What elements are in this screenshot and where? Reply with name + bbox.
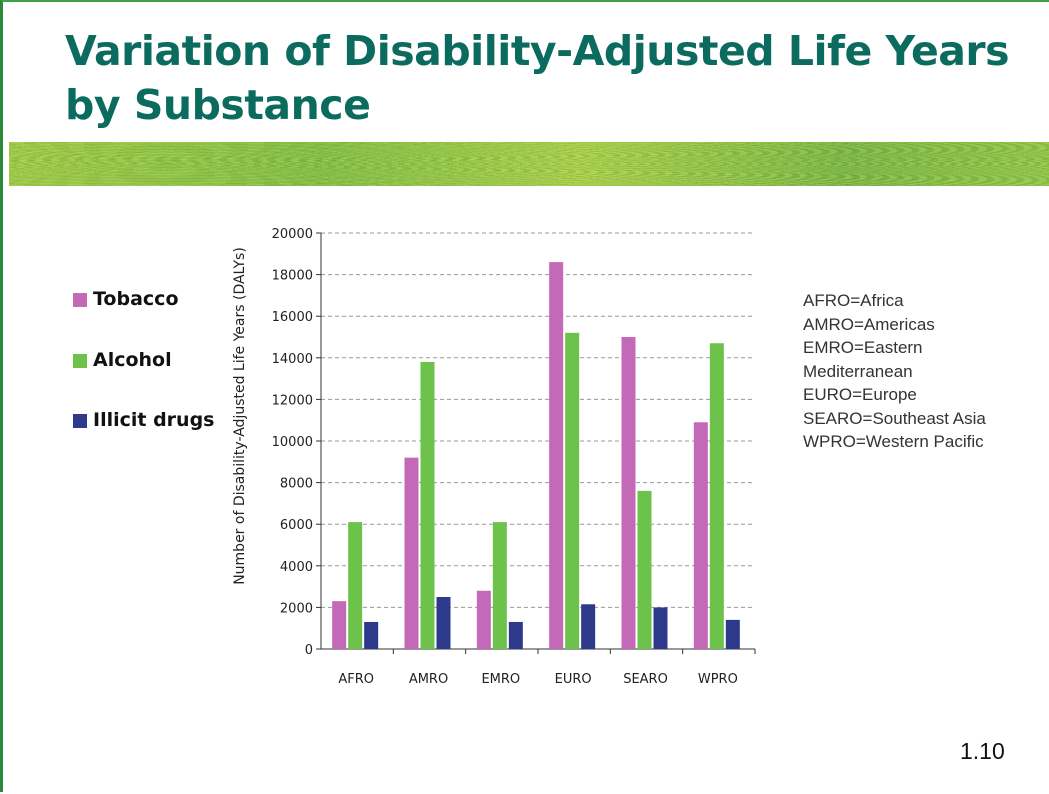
x-tick-label: AFRO: [338, 672, 374, 687]
region-abbreviations: AFRO=Africa AMRO=Americas EMRO=Eastern M…: [803, 289, 986, 454]
abbr-line: Mediterranean: [803, 361, 913, 381]
y-tick-label: 16000: [272, 310, 313, 325]
x-tick-label: WPRO: [698, 672, 738, 687]
bar: [420, 361, 435, 649]
bar: [436, 597, 451, 649]
page-number: 1.10: [960, 738, 1005, 764]
legend-label-tobacco: Tobacco: [93, 288, 179, 310]
x-tick-label: EURO: [555, 672, 592, 687]
y-tick-label: 2000: [280, 601, 313, 616]
abbr-line: WPRO=Western Pacific: [803, 432, 984, 451]
abbr-line: SEARO=Southeast Asia: [803, 408, 986, 428]
bar: [693, 422, 708, 649]
bar: [364, 621, 379, 649]
y-tick-label: 14000: [272, 352, 313, 367]
x-tick-label: SEARO: [623, 672, 668, 687]
y-tick-label: 12000: [272, 393, 313, 408]
bar: [725, 619, 740, 649]
y-tick-label: 10000: [272, 435, 313, 450]
y-tick-label: 18000: [272, 269, 313, 284]
bar: [348, 522, 363, 649]
x-tick-label: EMRO: [481, 672, 520, 687]
bar-chart: 0 2000 4000 6000 8000 10000 12000 14000 16000 180…: [232, 227, 756, 687]
x-tick-label: AMRO: [409, 672, 448, 687]
bar: [637, 490, 652, 649]
legend-label-alcohol: Alcohol: [93, 349, 172, 371]
abbr-line: EMRO=Eastern: [803, 338, 923, 357]
legend-swatch-illicit-drugs: [73, 414, 87, 428]
decorative-band: [9, 142, 1049, 186]
y-axis-label: Number of Disability-Adjusted Life Years…: [232, 247, 248, 585]
bar: [709, 343, 724, 649]
bar: [581, 604, 596, 649]
bar: [565, 332, 580, 649]
abbr-line: AMRO=Americas: [803, 314, 935, 334]
y-tick-label: 0: [305, 643, 313, 658]
legend-label-illicit-drugs: Illicit drugs: [93, 409, 215, 431]
abbr-line: AFRO=Africa: [803, 291, 904, 310]
bar: [492, 522, 507, 649]
legend-swatch-alcohol: [73, 354, 87, 368]
y-tick-label: 20000: [272, 227, 313, 242]
bar: [476, 590, 491, 649]
bar: [332, 601, 347, 649]
y-tick-label: 4000: [280, 560, 313, 575]
abbr-line: EURO=Europe: [803, 385, 917, 404]
bar: [508, 621, 523, 649]
y-tick-label: 8000: [280, 477, 313, 492]
bar: [653, 607, 668, 649]
legend-swatch-tobacco: [73, 293, 87, 307]
slide-title: Variation of Disability-Adjusted Life Ye…: [65, 27, 1010, 129]
y-tick-label: 6000: [280, 518, 313, 533]
bar: [549, 262, 564, 649]
bar: [404, 457, 419, 649]
bar: [621, 337, 636, 649]
